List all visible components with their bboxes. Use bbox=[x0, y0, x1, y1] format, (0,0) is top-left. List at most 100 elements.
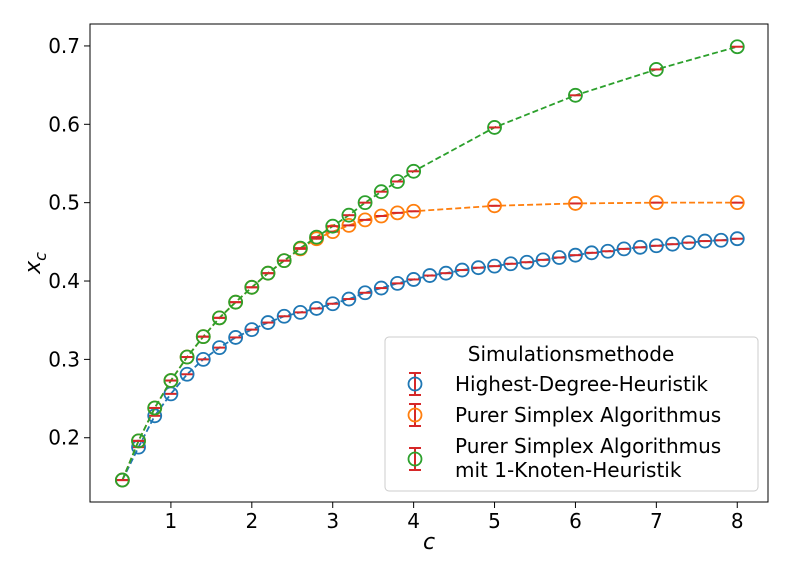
data-point bbox=[568, 87, 583, 103]
data-point bbox=[390, 205, 405, 221]
y-axis-ticks: 0.2 0.3 0.4 0.5 0.6 0.7 bbox=[48, 34, 90, 450]
data-point bbox=[195, 351, 211, 367]
data-point bbox=[406, 203, 422, 219]
marker bbox=[292, 304, 308, 320]
data-point bbox=[147, 400, 163, 416]
data-point bbox=[179, 366, 195, 382]
data-point bbox=[729, 231, 745, 247]
data-point bbox=[228, 330, 244, 345]
marker bbox=[390, 275, 405, 291]
marker bbox=[114, 472, 130, 488]
marker bbox=[648, 238, 664, 254]
legend-entry: Highest-Degree-Heuristik bbox=[407, 372, 708, 396]
legend: Simulationsmethode Highest-Degree-Heuris… bbox=[384, 336, 759, 492]
marker bbox=[244, 322, 260, 338]
y-axis-label-subscript: c bbox=[31, 252, 50, 261]
marker bbox=[325, 218, 341, 234]
data-point bbox=[438, 265, 454, 281]
marker bbox=[212, 340, 227, 356]
marker bbox=[503, 256, 519, 272]
marker bbox=[632, 239, 648, 255]
data-point bbox=[665, 236, 680, 252]
marker bbox=[729, 39, 745, 55]
x-tick-label: 7 bbox=[650, 509, 663, 533]
marker bbox=[179, 366, 195, 382]
data-point bbox=[503, 256, 519, 272]
data-point bbox=[260, 265, 276, 281]
legend-marker bbox=[407, 376, 423, 392]
marker bbox=[406, 163, 422, 179]
marker bbox=[600, 243, 616, 259]
marker bbox=[454, 262, 470, 278]
marker bbox=[163, 373, 179, 388]
data-point bbox=[212, 340, 227, 356]
legend-entries: Highest-Degree-Heuristik Purer Simplex Al… bbox=[407, 372, 721, 482]
data-point bbox=[487, 120, 502, 135]
data-point bbox=[470, 260, 486, 276]
marker bbox=[260, 315, 276, 330]
marker bbox=[357, 195, 373, 211]
marker bbox=[341, 207, 357, 223]
x-tick-label: 3 bbox=[326, 509, 339, 533]
x-tick-label: 4 bbox=[407, 509, 420, 533]
marker bbox=[665, 236, 680, 252]
marker bbox=[341, 217, 357, 233]
marker bbox=[729, 231, 745, 247]
marker bbox=[276, 308, 292, 324]
data-point bbox=[390, 174, 405, 189]
marker bbox=[681, 235, 697, 251]
marker bbox=[195, 329, 211, 345]
data-point bbox=[454, 262, 470, 278]
data-point bbox=[244, 322, 260, 338]
x-tick-label: 6 bbox=[569, 509, 582, 533]
data-point bbox=[373, 184, 389, 200]
marker bbox=[648, 62, 664, 77]
x-tick-label: 5 bbox=[488, 509, 501, 533]
data-point bbox=[163, 373, 179, 388]
data-point bbox=[681, 235, 697, 251]
x-tick-label: 8 bbox=[731, 509, 744, 533]
y-tick-label: 0.5 bbox=[48, 191, 80, 215]
data-point bbox=[325, 218, 341, 234]
marker bbox=[568, 247, 583, 263]
data-point bbox=[325, 296, 341, 312]
data-point bbox=[697, 233, 713, 249]
data-point bbox=[309, 229, 324, 245]
data-point bbox=[713, 232, 729, 248]
x-axis-label: c bbox=[423, 530, 435, 555]
plot-frame bbox=[89, 23, 769, 503]
marker bbox=[551, 250, 567, 265]
data-point bbox=[584, 245, 600, 261]
data-point bbox=[260, 315, 276, 330]
marker bbox=[406, 203, 422, 219]
marker bbox=[713, 232, 729, 248]
data-point bbox=[568, 247, 583, 263]
marker bbox=[179, 349, 195, 365]
legend-label: mit 1-Knoten-Heuristik bbox=[455, 458, 682, 482]
marker bbox=[373, 208, 389, 224]
marker bbox=[568, 87, 583, 103]
marker bbox=[260, 265, 276, 281]
marker bbox=[244, 279, 260, 295]
marker bbox=[276, 253, 292, 269]
data-point bbox=[406, 272, 422, 287]
data-point bbox=[357, 195, 373, 211]
data-point bbox=[632, 239, 648, 255]
data-point bbox=[114, 472, 130, 488]
marker bbox=[584, 245, 600, 261]
data-point bbox=[648, 62, 664, 77]
data-point bbox=[373, 280, 389, 296]
marker bbox=[357, 285, 373, 301]
data-point bbox=[292, 304, 308, 320]
data-point bbox=[390, 275, 405, 291]
data-point bbox=[648, 195, 664, 211]
data-point bbox=[551, 250, 567, 265]
legend-marker bbox=[407, 407, 423, 423]
data-point bbox=[341, 217, 357, 233]
data-point bbox=[341, 291, 357, 307]
marker bbox=[147, 400, 163, 416]
marker bbox=[729, 195, 745, 211]
legend-label: Highest-Degree-Heuristik bbox=[455, 372, 708, 396]
marker bbox=[648, 195, 664, 211]
